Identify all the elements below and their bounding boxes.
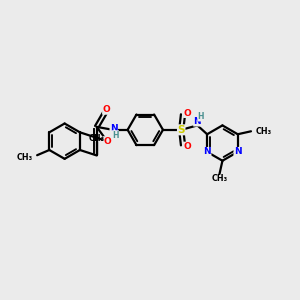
Text: S: S [178, 125, 185, 135]
Text: CH₃: CH₃ [16, 153, 33, 162]
Text: N: N [194, 117, 201, 126]
Text: N: N [110, 124, 118, 134]
Text: H: H [112, 130, 119, 140]
Text: O: O [103, 137, 111, 146]
Text: CH₃: CH₃ [255, 127, 272, 136]
Text: O: O [184, 142, 191, 151]
Text: O: O [103, 105, 110, 114]
Text: CH₃: CH₃ [89, 134, 105, 143]
Text: N: N [203, 147, 211, 156]
Text: N: N [234, 147, 242, 156]
Text: CH₃: CH₃ [212, 174, 228, 183]
Text: H: H [198, 112, 204, 121]
Text: O: O [184, 109, 191, 118]
